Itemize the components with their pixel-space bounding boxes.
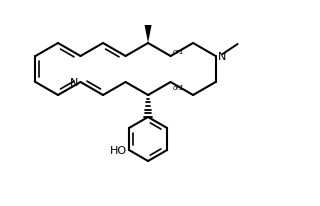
Text: or1: or1	[172, 85, 184, 91]
Text: N: N	[70, 78, 78, 88]
Text: or1: or1	[172, 49, 184, 55]
Text: N: N	[218, 52, 226, 62]
Text: HO: HO	[110, 145, 127, 155]
Polygon shape	[145, 26, 152, 44]
